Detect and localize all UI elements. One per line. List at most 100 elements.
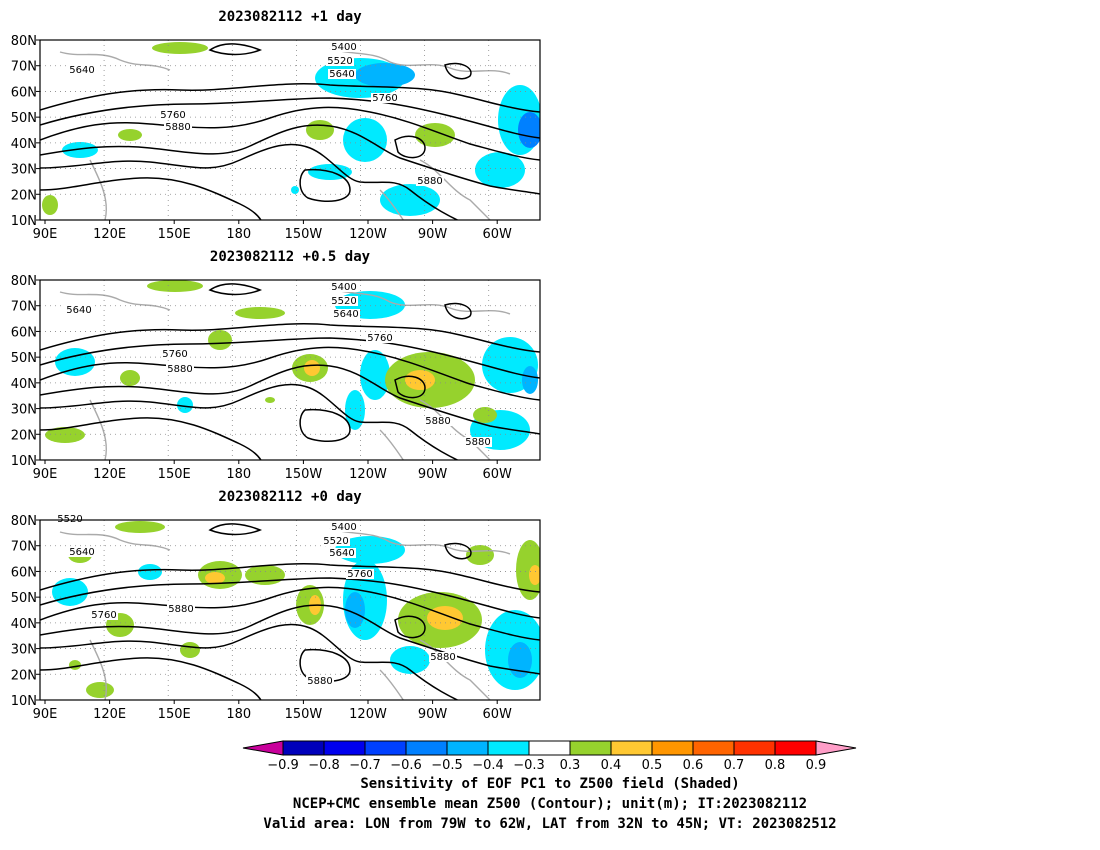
- lat-tick-label: 40N: [11, 377, 37, 392]
- lon-tick-label: 120W: [349, 227, 387, 242]
- contour-label-bg: [90, 610, 118, 620]
- lat-tick-label: 20N: [11, 188, 37, 203]
- lat-tick-label: 60N: [11, 325, 37, 340]
- colorbar-tick-label: 0.5: [642, 758, 663, 773]
- coastlines: [59, 527, 511, 700]
- lat-tick-label: 50N: [11, 351, 37, 366]
- contour-line: [299, 408, 351, 443]
- lat-tick-label: 50N: [11, 111, 37, 126]
- shading-region: [516, 540, 540, 600]
- colorbar-segment: [651, 740, 694, 756]
- shading-region: [115, 521, 165, 533]
- lat-tick-label: 70N: [11, 300, 37, 315]
- map-panels: 2023082112 +1 day54005520564056405760576…: [11, 9, 541, 722]
- contour-label-bg: [346, 569, 374, 579]
- contour-line: [40, 586, 540, 641]
- lat-tick-label: 30N: [11, 643, 37, 658]
- colorbar-tick-label: −0.6: [390, 758, 422, 773]
- contour-label-bg: [306, 676, 334, 686]
- coastline: [59, 291, 171, 311]
- colorbar-segment: [692, 740, 735, 756]
- contour-label: 5400: [331, 522, 356, 533]
- contour-label-bg: [159, 110, 187, 120]
- lon-tick-label: 120W: [349, 467, 387, 482]
- contour-label-bg: [330, 296, 358, 306]
- shading-region: [345, 390, 365, 430]
- contour-label: 5400: [331, 42, 356, 53]
- lat-tick-label: 20N: [11, 428, 37, 443]
- lon-tick-label: 150E: [158, 227, 191, 242]
- map-frame: [39, 519, 541, 701]
- lat-tick-label: 30N: [11, 163, 37, 178]
- shading-region: [120, 370, 140, 386]
- contour-line: [394, 615, 426, 639]
- colorbar-tick-label: −0.8: [308, 758, 340, 773]
- contours: [40, 523, 540, 700]
- contour-label-bg: [416, 176, 444, 186]
- contour-label-bg: [68, 547, 96, 557]
- contour-label: 5880: [165, 122, 190, 133]
- panel-title: 2023082112 +1 day: [218, 9, 362, 25]
- contour-line: [40, 417, 262, 460]
- map-area: [40, 40, 540, 220]
- contour-label-bg: [464, 437, 492, 447]
- colorbar-tick-label: −0.9: [267, 758, 299, 773]
- contour-label-bg: [161, 349, 189, 359]
- contour-label: 5760: [372, 93, 397, 104]
- grid: [40, 280, 540, 460]
- coastline: [89, 399, 107, 460]
- contour-line: [40, 623, 460, 700]
- shading-region: [304, 360, 320, 376]
- contour-line: [40, 337, 540, 379]
- contour-line: [40, 97, 540, 139]
- colorbar-segment: [569, 740, 612, 756]
- shading-region: [473, 407, 497, 423]
- contour-label: 5640: [329, 69, 354, 80]
- coastline: [379, 189, 405, 220]
- coastline: [89, 159, 107, 220]
- caption-contour: NCEP+CMC ensemble mean Z500 (Contour); u…: [292, 796, 808, 812]
- contour-label-bg: [424, 416, 452, 426]
- contour-label: 5520: [323, 536, 348, 547]
- contour-line: [444, 62, 472, 80]
- colorbar-tick-label: −0.7: [349, 758, 381, 773]
- colorbar-segment: [323, 740, 366, 756]
- contour-line: [40, 106, 540, 161]
- contours: [40, 283, 540, 460]
- contour-line: [40, 323, 540, 353]
- lat-tick-label: 10N: [11, 694, 37, 709]
- colorbar-segment: [774, 740, 817, 756]
- contour-label: 5520: [331, 296, 356, 307]
- shading-region: [118, 129, 142, 141]
- coastline: [379, 429, 405, 460]
- contour-label: 5880: [307, 676, 332, 687]
- shading-region: [508, 642, 532, 678]
- colorbar-tick-label: 0.7: [724, 758, 745, 773]
- lat-tick-label: 70N: [11, 60, 37, 75]
- shading-region: [208, 330, 232, 350]
- contour-line: [299, 648, 351, 683]
- lon-tick-label: 90W: [418, 707, 448, 722]
- lon-tick-label: 90W: [418, 227, 448, 242]
- colorbar-under-triangle: [242, 740, 284, 756]
- shading-region: [355, 63, 415, 87]
- shading-region: [45, 427, 85, 443]
- colorbar-segment: [364, 740, 407, 756]
- shading-region: [86, 682, 114, 698]
- lon-tick-label: 60W: [482, 467, 512, 482]
- contour-label: 5520: [327, 56, 352, 67]
- lon-tick-label: 90E: [33, 467, 58, 482]
- contour-line: [208, 283, 263, 296]
- contour-label-bg: [167, 604, 195, 614]
- contour-line: [299, 168, 351, 203]
- lat-tick-label: 80N: [11, 514, 37, 529]
- lon-tick-label: 120E: [93, 227, 126, 242]
- shading-region: [529, 565, 540, 585]
- lon-tick-label: 150W: [285, 707, 323, 722]
- colorbar-tick-label: 0.8: [765, 758, 786, 773]
- shading-region: [522, 366, 538, 394]
- colorbar-segment: [610, 740, 653, 756]
- contour-line: [40, 346, 540, 401]
- lat-tick-label: 80N: [11, 274, 37, 289]
- lat-tick-label: 10N: [11, 214, 37, 229]
